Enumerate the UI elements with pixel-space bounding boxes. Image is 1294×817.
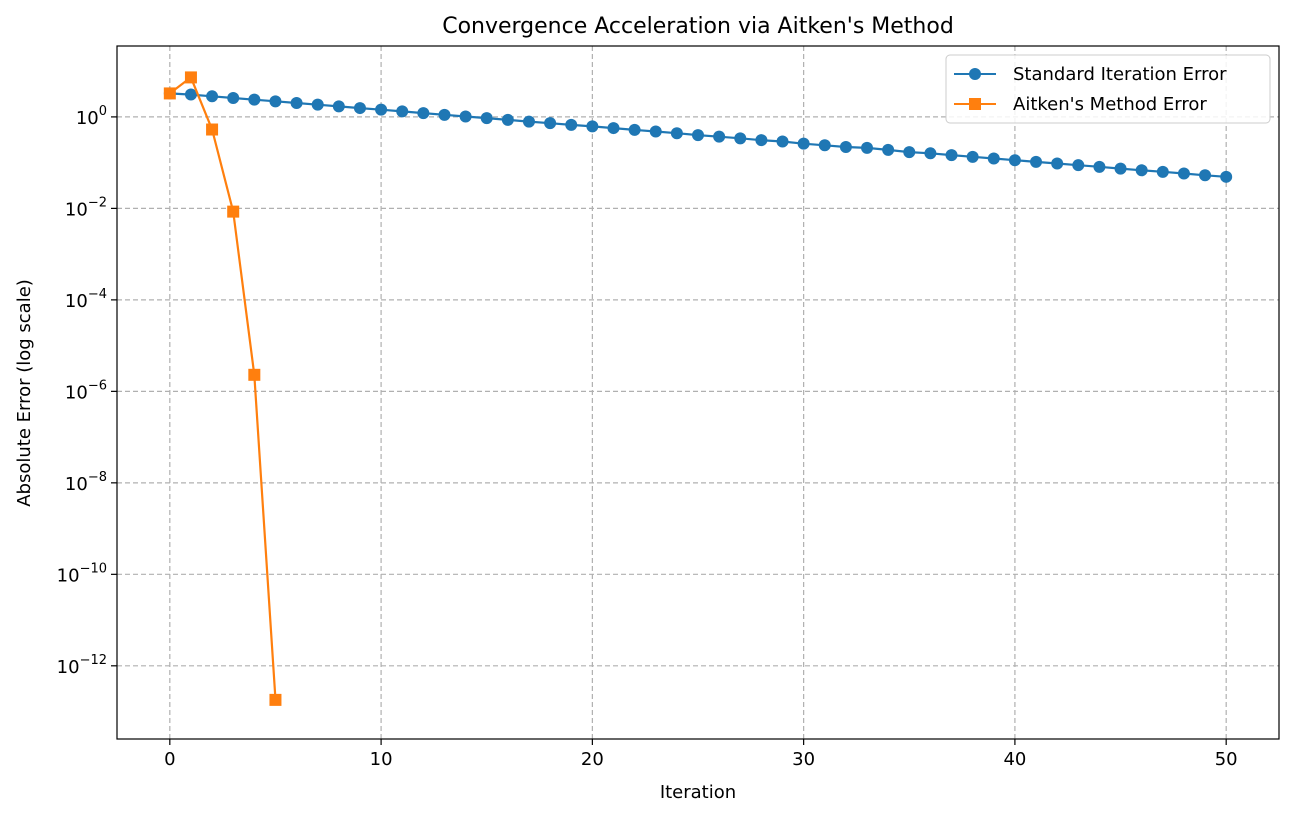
y-tick-label: 10−8	[65, 470, 107, 495]
data-point	[797, 137, 810, 150]
data-point	[1220, 170, 1233, 183]
x-axis-label: Iteration	[660, 782, 736, 803]
data-point	[1156, 165, 1169, 178]
data-point	[417, 107, 430, 120]
legend-marker-aitken	[969, 98, 981, 110]
data-point	[290, 97, 303, 110]
data-point	[1030, 155, 1043, 168]
data-point	[311, 98, 324, 111]
data-point	[734, 132, 747, 145]
data-point	[1093, 160, 1106, 173]
data-point	[1072, 159, 1085, 172]
grid	[117, 46, 1279, 739]
data-point	[1135, 164, 1148, 177]
data-point	[987, 152, 1000, 165]
y-axis: 100 10−2 10−4 10−6 10−8 10−10 10−12	[57, 104, 117, 678]
data-point	[332, 100, 345, 113]
data-point	[206, 123, 219, 136]
y-tick-label: 10−10	[57, 561, 107, 586]
data-point	[818, 139, 831, 152]
series-1	[163, 71, 282, 706]
series-0	[163, 87, 1233, 183]
legend-marker-standard	[969, 68, 981, 80]
x-tick-label: 20	[581, 749, 604, 770]
x-tick-label: 0	[164, 749, 175, 770]
data-point	[755, 134, 768, 147]
data-point	[227, 91, 240, 104]
chart-title: Convergence Acceleration via Aitken's Me…	[442, 14, 954, 39]
data-point	[248, 93, 261, 106]
data-point	[1008, 154, 1021, 167]
data-point	[776, 135, 789, 148]
data-point	[565, 118, 578, 131]
y-tick-label: 10−12	[57, 653, 107, 678]
data-point	[628, 123, 641, 136]
data-point	[903, 146, 916, 159]
data-point	[692, 129, 704, 142]
data-point	[501, 113, 514, 126]
data-point	[1114, 162, 1127, 175]
data-point	[459, 110, 472, 123]
y-tick-label: 100	[76, 104, 107, 129]
y-axis-label: Absolute Error (log scale)	[14, 279, 35, 507]
data-point	[544, 117, 557, 130]
data-point	[966, 150, 979, 163]
data-point	[396, 105, 409, 118]
x-tick-label: 40	[1003, 749, 1026, 770]
data-point	[861, 141, 874, 154]
data-point	[438, 108, 451, 121]
data-point	[375, 103, 388, 116]
data-point	[522, 115, 535, 128]
data-point	[586, 120, 599, 133]
data-point	[1177, 167, 1190, 180]
data-point	[206, 90, 219, 103]
plot-frame	[116, 45, 1280, 740]
data-point	[649, 125, 662, 138]
data-point	[670, 127, 683, 140]
data-point	[269, 95, 282, 108]
data-point	[713, 130, 726, 143]
data-point	[163, 87, 176, 100]
y-tick-label: 10−4	[65, 287, 107, 312]
data-point	[1051, 157, 1064, 170]
data-point	[924, 147, 937, 160]
y-tick-label: 10−2	[65, 195, 107, 220]
series-layer	[163, 71, 1233, 706]
data-point	[227, 205, 240, 218]
x-tick-label: 30	[792, 749, 815, 770]
legend-box	[945, 54, 1271, 124]
legend-label-aitken: Aitken's Method Error	[1013, 94, 1207, 115]
data-point	[882, 143, 895, 156]
y-tick-label: 10−6	[65, 378, 107, 403]
data-point	[945, 149, 958, 162]
data-point	[607, 122, 620, 135]
data-point	[184, 88, 197, 101]
data-point	[839, 140, 852, 153]
data-point	[1199, 169, 1212, 182]
data-point	[480, 112, 493, 125]
x-tick-label: 50	[1215, 749, 1238, 770]
data-point	[184, 71, 197, 84]
data-point	[248, 368, 261, 381]
x-tick-label: 10	[370, 749, 393, 770]
legend-label-standard: Standard Iteration Error	[1013, 64, 1227, 85]
legend: Standard Iteration Error Aitken's Method…	[945, 54, 1271, 124]
data-point	[353, 102, 366, 115]
x-axis: 0 10 20 30 40 50	[164, 739, 1238, 770]
series-line	[169, 75, 277, 700]
data-point	[269, 693, 282, 706]
